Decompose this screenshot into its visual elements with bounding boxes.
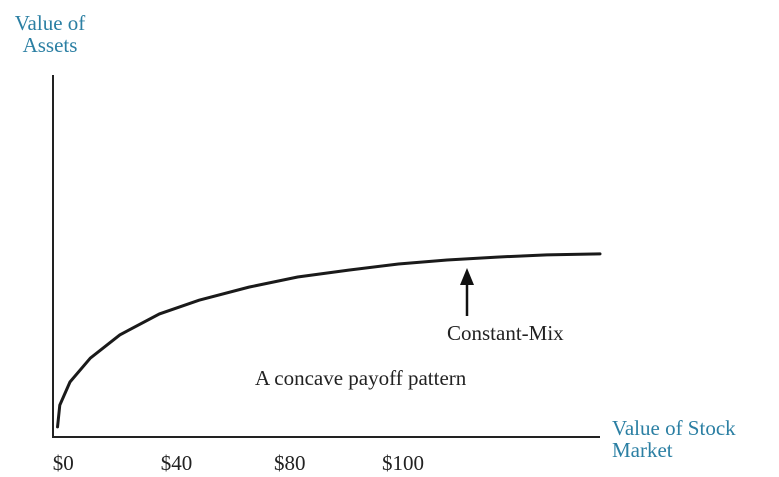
x-tick-label: $80: [274, 451, 306, 475]
x-tick-label: $100: [382, 451, 424, 475]
annotation: Constant-Mix: [447, 321, 564, 345]
x-tick-label: $0: [53, 451, 74, 475]
arrow-head: [460, 268, 474, 285]
annotation: A concave payoff pattern: [255, 366, 467, 390]
x-axis-label: Market: [612, 438, 673, 462]
x-axis-label: Value of Stock: [612, 416, 736, 440]
y-axis-label: Value of: [15, 11, 86, 35]
curve: [56, 252, 602, 429]
x-tick-label: $40: [161, 451, 193, 475]
y-axis-label: Assets: [23, 33, 78, 57]
